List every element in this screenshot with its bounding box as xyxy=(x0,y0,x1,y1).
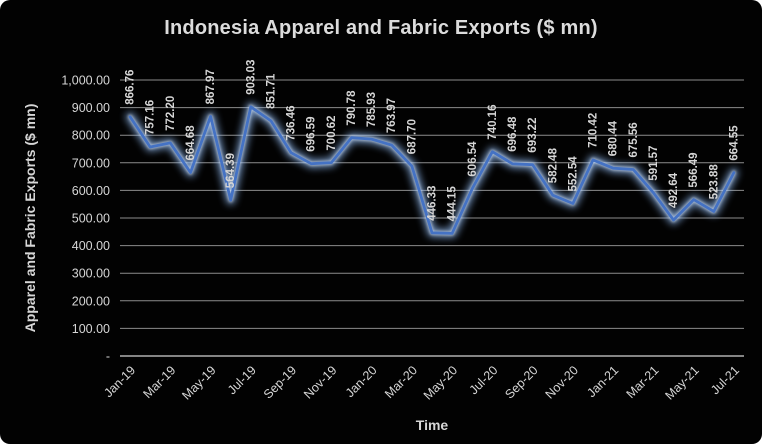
y-tick-label: 800.00 xyxy=(72,129,110,143)
data-label: 446.33 xyxy=(427,186,439,221)
data-label: 523.88 xyxy=(708,164,720,200)
data-label: 582.48 xyxy=(547,147,559,183)
y-tick-label: 200.00 xyxy=(72,294,110,308)
data-label: 772.20 xyxy=(165,96,177,131)
data-label: 492.64 xyxy=(668,172,680,208)
y-tick-label: 500.00 xyxy=(72,212,110,226)
x-tick-label: Jan-21 xyxy=(584,363,621,400)
data-label: 710.42 xyxy=(588,113,600,148)
data-label: 851.71 xyxy=(266,73,278,109)
x-tick-label: Sep-19 xyxy=(261,363,299,401)
data-label: 696.48 xyxy=(507,116,519,152)
data-label: 757.16 xyxy=(145,100,157,135)
x-tick-label: Mar-21 xyxy=(624,363,662,401)
x-axis-title: Time xyxy=(415,417,449,433)
data-label: 664.55 xyxy=(728,125,740,161)
x-tick-label: Jul-19 xyxy=(225,363,259,397)
data-label: 664.68 xyxy=(185,125,197,161)
data-label: 903.03 xyxy=(245,60,257,95)
series-line xyxy=(128,105,736,235)
data-label: 444.15 xyxy=(447,186,459,222)
x-tick-label: Mar-20 xyxy=(382,363,420,401)
data-label: 675.56 xyxy=(628,122,640,157)
x-tick-label: Nov-20 xyxy=(543,363,581,401)
data-label: 736.46 xyxy=(286,106,298,141)
data-label: 606.54 xyxy=(467,141,479,177)
y-tick-label: 1,000.00 xyxy=(61,74,110,88)
data-label: 591.57 xyxy=(648,146,660,181)
x-tick-label: Jan-20 xyxy=(343,363,380,400)
y-tick-label: 100.00 xyxy=(72,322,110,336)
data-label: 867.97 xyxy=(205,69,217,104)
x-tick-label: Nov-19 xyxy=(301,363,339,401)
y-tick-label: - xyxy=(106,350,110,364)
x-tick-label: May-21 xyxy=(662,363,701,402)
y-axis-title: Apparel and Fabric Exports ($ mn) xyxy=(22,103,38,333)
data-label: 564.39 xyxy=(225,153,237,188)
data-label: 552.54 xyxy=(567,156,579,192)
y-tick-label: 600.00 xyxy=(72,184,110,198)
y-tick-label: 300.00 xyxy=(72,267,110,281)
x-tick-label: May-20 xyxy=(421,363,460,402)
x-tick-label: Jul-20 xyxy=(467,363,501,397)
data-label: 763.97 xyxy=(386,98,398,133)
data-label: 680.44 xyxy=(608,120,620,156)
data-label: 687.70 xyxy=(406,119,418,154)
chart-title: Indonesia Apparel and Fabric Exports ($ … xyxy=(164,17,598,39)
data-label: 740.16 xyxy=(487,105,499,140)
data-label: 700.62 xyxy=(326,115,338,150)
x-tick-label: Mar-19 xyxy=(141,363,179,401)
x-tick-label: Jan-19 xyxy=(101,363,138,400)
data-label: 566.49 xyxy=(688,152,700,187)
data-label: 790.78 xyxy=(346,90,358,126)
data-label: 693.22 xyxy=(527,118,539,153)
data-label: 866.76 xyxy=(125,70,137,105)
data-label: 696.59 xyxy=(306,117,318,152)
x-tick-label: Jul-21 xyxy=(708,363,742,397)
data-label: 785.93 xyxy=(366,92,378,127)
y-tick-label: 400.00 xyxy=(72,239,110,253)
y-tick-label: 900.00 xyxy=(72,101,110,115)
y-tick-label: 700.00 xyxy=(72,156,110,170)
x-tick-label: May-19 xyxy=(179,363,218,402)
x-tick-label: Sep-20 xyxy=(502,363,540,401)
